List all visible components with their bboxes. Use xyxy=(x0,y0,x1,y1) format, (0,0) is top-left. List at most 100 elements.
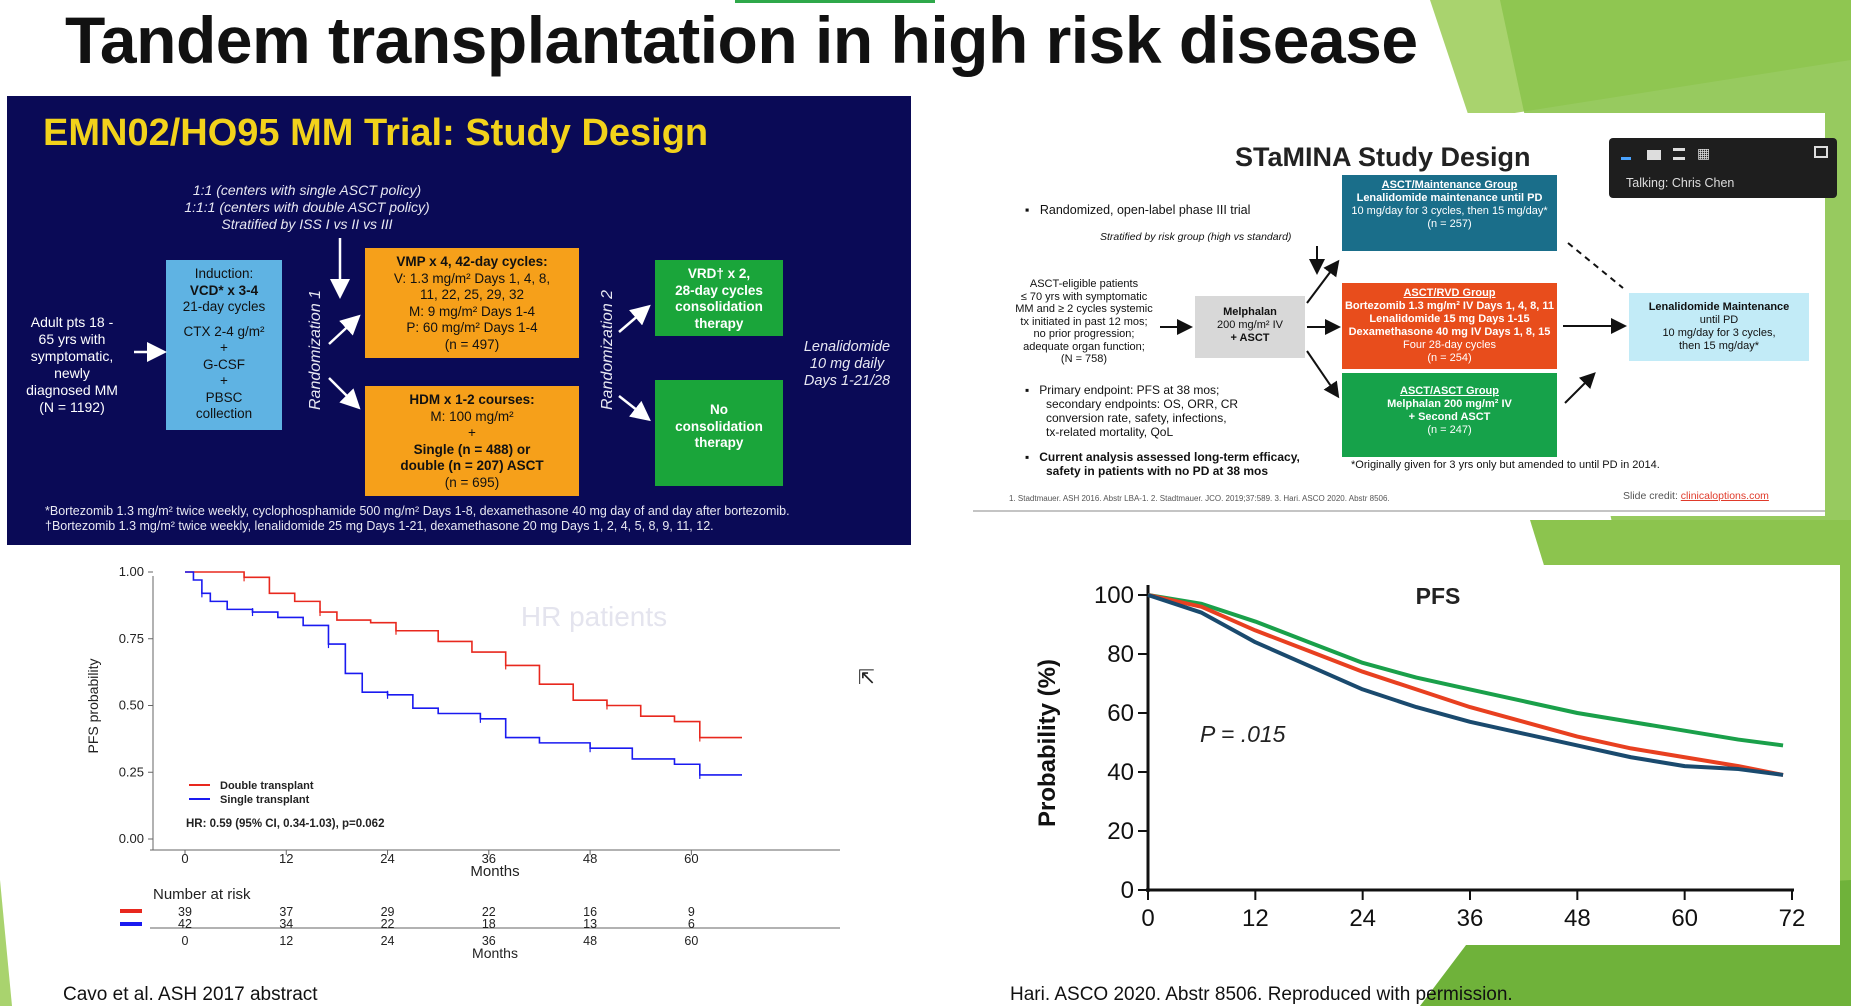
risk-single-count: 34 xyxy=(279,917,293,931)
population-line: (N = 1192) xyxy=(39,399,105,415)
chart-background xyxy=(1010,565,1840,945)
risk-table-label: Number at risk xyxy=(153,886,251,903)
risk-time-label: 36 xyxy=(482,934,496,948)
risk-double-count: 37 xyxy=(279,905,293,919)
bullet-2-line: Primary endpoint: PFS at 38 mos; xyxy=(1039,383,1220,397)
y-tick-label: 0.75 xyxy=(119,631,144,646)
bullet-1-text: Randomized, open-label phase III trial xyxy=(1039,203,1251,217)
y-axis-label: PFS probability xyxy=(85,659,101,754)
maintenance-box: Lenalidomide Maintenance until PD 10 mg/… xyxy=(1629,293,1809,361)
eligible-line: no prior progression; xyxy=(1033,328,1135,340)
risk-double-count: 9 xyxy=(688,905,695,919)
vrd-line: VRD† x 2, xyxy=(687,266,751,281)
len-line: Lenalidomide xyxy=(803,339,891,355)
stamina-footnote: *Originally given for 3 yrs only but ame… xyxy=(1351,459,1660,471)
y-axis-label: Probability (%) xyxy=(1034,659,1061,827)
x-tick-label: 60 xyxy=(1671,905,1698,932)
y-tick-label: 60 xyxy=(1107,700,1134,727)
group1-line: Lenalidomide maintenance until PD xyxy=(1356,192,1543,204)
slide-title: Tandem transplantation in high risk dise… xyxy=(65,3,1418,77)
group1-line: 10 mg/day for 3 cycles, then 15 mg/day* xyxy=(1351,205,1548,217)
group2-line: ASCT/RVD Group xyxy=(1403,287,1496,299)
stratified-text: Stratified by risk group (high vs standa… xyxy=(1100,231,1292,243)
vmp-line: (n = 497) xyxy=(444,336,500,352)
induction-line: + xyxy=(220,373,228,388)
eligible-line: (N = 758) xyxy=(1060,353,1108,365)
group3-line: (n = 247) xyxy=(1427,424,1472,436)
induction-line: CTX 2-4 g/m² xyxy=(183,323,265,339)
vrd-box: VRD† x 2, 28-day cycles consolidation th… xyxy=(655,260,783,336)
bullet-2: ▪ Primary endpoint: PFS at 38 mos; secon… xyxy=(1025,383,1239,439)
risk-single-count: 22 xyxy=(381,917,395,931)
vmp-line: M: 9 mg/m² Days 1-4 xyxy=(408,303,536,319)
hdm-line: + xyxy=(468,425,476,440)
stamina-arrows xyxy=(973,242,1825,512)
induction-line: + xyxy=(220,340,228,355)
exit-overlay-icon[interactable] xyxy=(1814,146,1828,158)
list-view-icon[interactable] xyxy=(1673,148,1685,160)
x-tick-label: 0 xyxy=(181,851,188,866)
population-line: 65 yrs with xyxy=(38,331,106,347)
bullet-2-line: tx-related mortality, QoL xyxy=(1046,425,1174,439)
top-bar-indicator xyxy=(735,0,935,3)
p-value-annotation: P = .015 xyxy=(1200,721,1286,747)
hdm-box: HDM x 1-2 courses: M: 100 mg/m² + Single… xyxy=(365,386,579,496)
risk-single-count: 6 xyxy=(688,917,695,931)
maint-line: until PD xyxy=(1699,314,1739,326)
pfs-curve-1 xyxy=(1147,593,1784,748)
eligible-line: ASCT-eligible patients xyxy=(1029,278,1139,290)
bullet-3: ▪ Current analysis assessed long-term ef… xyxy=(1025,450,1300,478)
stamina-pfs-chart: 0 20 40 60 80 100 0 12 24 36 48 60 72 Probability (%)… xyxy=(1010,565,1840,945)
asct-maintenance-box: ASCT/Maintenance Group Lenalidomide main… xyxy=(1342,175,1557,251)
credit-link[interactable]: clinicaloptions.com xyxy=(1680,490,1769,502)
rand-note-line: Stratified by ISS I vs II vs III xyxy=(221,216,393,232)
credit-label: Slide credit: xyxy=(1623,490,1678,502)
induction-line: PBSC xyxy=(205,389,243,405)
x-tick-label: 36 xyxy=(482,851,496,866)
maint-line: Lenalidomide Maintenance xyxy=(1648,301,1790,313)
hdm-line: HDM x 1-2 courses: xyxy=(409,392,535,407)
group3-line: ASCT/ASCT Group xyxy=(1400,385,1499,397)
vmp-box: VMP x 4, 42-day cycles: V: 1.3 mg/m² Day… xyxy=(365,248,579,358)
risk-single-swatch xyxy=(120,922,142,926)
y-tick-label: 0 xyxy=(1121,877,1134,904)
meeting-overlay: ▦ Talking: Chris Chen xyxy=(1609,138,1837,198)
risk-time-label: 24 xyxy=(381,934,395,948)
stamina-refs: 1. Stadtmauer. ASH 2016. Abstr LBA-1. 2.… xyxy=(1009,494,1390,503)
risk-single-count: 42 xyxy=(178,917,192,931)
y-tick-label: 100 xyxy=(1094,582,1134,609)
legend-label: Double transplant xyxy=(220,780,314,792)
km-line-single xyxy=(185,571,742,776)
group2-line: Dexamethasone 40 mg IV Days 1, 8, 15 xyxy=(1348,326,1551,338)
minimize-icon[interactable] xyxy=(1619,148,1633,162)
risk-double-swatch xyxy=(120,909,142,913)
chart-title: PFS xyxy=(1416,583,1461,609)
emn-footnote-1: *Bortezomib 1.3 mg/m² twice weekly, cycl… xyxy=(45,504,790,518)
y-tick-label: 1.00 xyxy=(119,564,144,579)
population-line: Adult pts 18 - xyxy=(30,314,114,330)
y-tick-label: 0.00 xyxy=(119,831,144,846)
hdm-line: (n = 695) xyxy=(444,474,500,490)
hdm-line: double (n = 207) ASCT xyxy=(400,458,544,473)
pfs-curve-2 xyxy=(1147,593,1784,777)
induction-line: 21-day cycles xyxy=(182,299,266,314)
group1-line: (n = 257) xyxy=(1427,218,1472,230)
x-tick-label: 36 xyxy=(1457,905,1484,932)
melphalan-line: Melphalan xyxy=(1223,306,1277,318)
pfs-curve-3 xyxy=(1147,593,1784,777)
bullet-3-line: Current analysis assessed long-term effi… xyxy=(1039,450,1300,464)
stamina-title: STaMINA Study Design xyxy=(1235,142,1531,172)
eligible-text: ASCT-eligible patients ≤ 70 yrs with sym… xyxy=(1009,278,1159,366)
rand-note-line: 1:1 (centers with single ASCT policy) xyxy=(192,182,422,198)
risk-time-label: 48 xyxy=(583,934,597,948)
gallery-view-icon[interactable]: ▦ xyxy=(1697,145,1711,161)
bullet-2-line: secondary endpoints: OS, ORR, CR xyxy=(1046,397,1239,411)
vmp-line: P: 60 mg/m² Days 1-4 xyxy=(406,320,538,335)
group3-line: Melphalan 200 mg/m² IV xyxy=(1387,398,1512,410)
speaker-view-icon[interactable] xyxy=(1647,150,1661,160)
vmp-line: V: 1.3 mg/m² Days 1, 4, 8, xyxy=(393,270,551,286)
melphalan-line: + ASCT xyxy=(1230,332,1270,344)
eligible-line: adequate organ function; xyxy=(1023,340,1145,353)
km-line-double xyxy=(185,571,742,739)
bullet-3-line: safety in patients with no PD at 38 mos xyxy=(1046,464,1269,478)
